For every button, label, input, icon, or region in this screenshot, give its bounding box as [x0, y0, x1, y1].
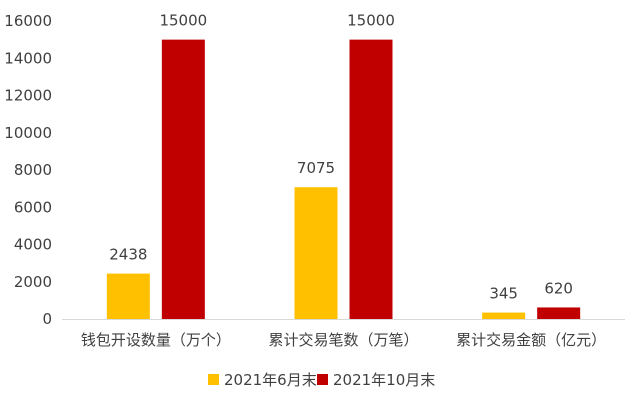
y-tick-label: 2000	[14, 273, 52, 291]
data-labels: 2438 15000 7075 15000 345 620	[109, 12, 573, 303]
legend-label: 2021年6月末	[224, 371, 317, 389]
data-label: 15000	[347, 12, 395, 30]
y-tick-label: 6000	[14, 198, 52, 216]
y-tick-label: 14000	[4, 49, 52, 67]
bar-1-1	[349, 39, 393, 319]
y-tick-label: 8000	[14, 161, 52, 179]
y-axis-ticks: 0 2000 4000 6000 8000 10000 12000 14000 16000	[4, 12, 52, 328]
bar-0-1	[161, 39, 205, 319]
data-label: 620	[544, 279, 573, 297]
bar-2-0	[482, 312, 526, 319]
data-label: 15000	[159, 12, 207, 30]
legend: 2021年6月末 2021年10月末	[208, 371, 435, 389]
category-label: 钱包开设数量（万个）	[81, 331, 231, 349]
y-tick-label: 10000	[4, 124, 52, 142]
y-tick-label: 4000	[14, 236, 52, 254]
bar-2-1	[537, 307, 581, 319]
legend-swatch	[317, 374, 328, 385]
legend-swatch	[208, 374, 219, 385]
data-label: 2438	[109, 246, 147, 264]
bars	[106, 39, 581, 319]
y-tick-label: 16000	[4, 12, 52, 30]
legend-label: 2021年10月末	[333, 371, 435, 389]
y-tick-label: 0	[42, 310, 52, 328]
bar-0-0	[106, 273, 150, 319]
data-label: 345	[489, 285, 518, 303]
y-tick-label: 12000	[4, 87, 52, 105]
category-label: 累计交易笔数（万笔）	[268, 331, 418, 349]
category-label: 累计交易金额（亿元）	[456, 331, 606, 349]
category-labels: 钱包开设数量（万个） 累计交易笔数（万笔） 累计交易金额（亿元）	[81, 331, 606, 349]
bar-1-0	[294, 187, 338, 319]
data-label: 7075	[297, 159, 335, 177]
